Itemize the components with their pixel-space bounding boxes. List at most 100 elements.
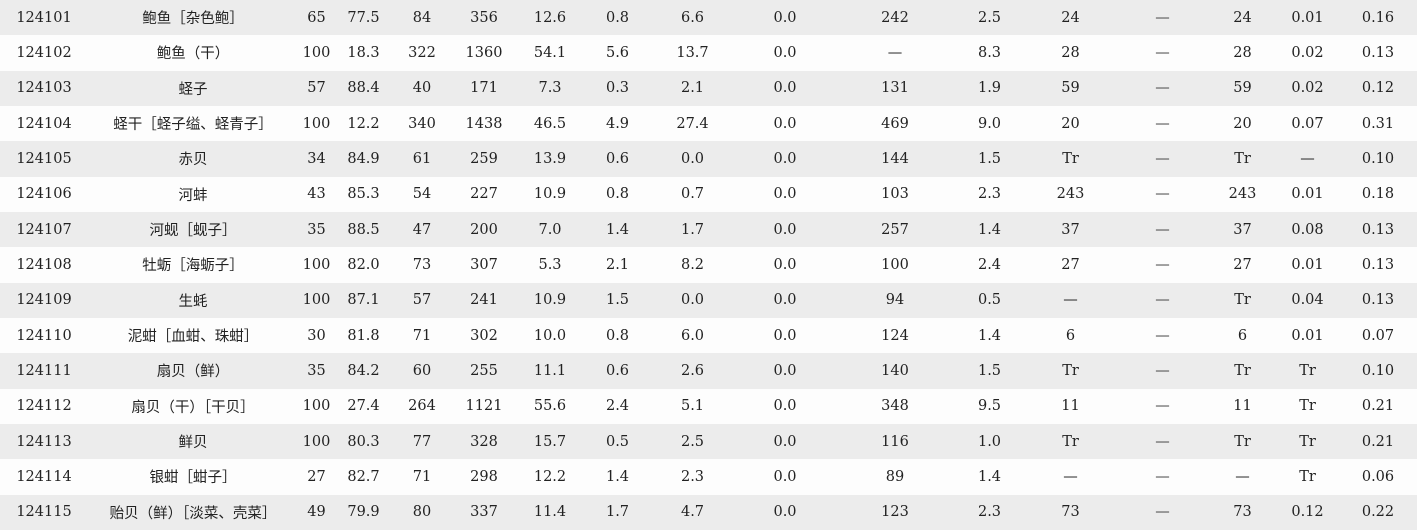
cell-kcal: 73 [412,256,432,273]
cell-protein: 10.9 [533,292,567,309]
table-row: 124101 鲍鱼［杂色鲍］ 65 77.5 84 356 12.6 0.8 6.6 0.0 242… [0,0,1417,36]
cell-code: 124110 [16,327,72,344]
cell-kcal: 60 [412,362,432,379]
cell-fiber: 0.0 [773,398,797,415]
cell-thiamin: 0.12 [1291,504,1324,521]
cell-fiber: 0.0 [773,292,797,309]
cell-fiber: 0.0 [773,44,797,61]
cell-water: 82.7 [347,468,380,485]
cell-chol: 242 [881,9,909,26]
cell-fiber: 0.0 [773,433,797,450]
cell-thiamin: 0.01 [1291,327,1324,344]
cell-edible: 43 [307,186,326,203]
cell-chol: 131 [881,80,909,97]
cell-protein: 13.9 [533,150,567,167]
cell-protein: 12.6 [533,9,567,26]
cell-protein: 11.1 [533,362,567,379]
cell-fat: 2.4 [605,398,630,415]
cell-vitA: — [1063,468,1078,485]
cell-name: 泥蚶［血蚶、珠蚶］ [127,329,259,346]
cell-ash: 8.3 [977,44,1002,61]
table-row: 124112 扇贝（干）［干贝］ 100 27.4 264 1121 55.6 2.4 5.1 0… [0,389,1417,424]
cell-chol: 140 [881,362,909,379]
cell-protein: 10.0 [533,327,567,344]
cell-kcal: 340 [408,115,436,132]
cell-retinol: Tr [1234,150,1251,167]
cell-carotene: — [1155,150,1170,167]
cell-ash: 2.3 [977,504,1002,521]
cell-thiamin: — [1300,150,1315,167]
cell-code: 124105 [16,150,72,167]
cell-protein: 15.7 [533,433,567,450]
cell-water: 80.3 [347,433,380,450]
cell-water: 27.4 [347,398,380,415]
cell-ribo: 0.18 [1361,186,1395,203]
cell-chol: 100 [881,256,909,273]
cell-edible: 100 [302,433,331,450]
cell-fat: 2.1 [605,256,630,273]
cell-code: 124107 [16,221,72,238]
table-row: 124111 扇贝（鲜） 35 84.2 60 255 11.1 0.6 2.6 0.0 140 1.… [0,353,1417,389]
cell-edible: 100 [302,292,331,309]
cell-ash: 0.5 [977,292,1002,309]
cell-fat: 1.5 [605,292,630,309]
cell-name: 鲜贝 [178,435,208,452]
cell-carotene: — [1155,221,1170,238]
cell-carb: 0.7 [680,186,705,203]
cell-edible: 65 [307,9,326,26]
cell-carb: 5.1 [680,398,705,415]
cell-chol: 89 [885,468,905,485]
cell-thiamin: 0.04 [1291,292,1324,309]
cell-ash: 1.5 [977,150,1002,167]
cell-ribo: 0.13 [1361,44,1395,61]
cell-vitA: Tr [1062,362,1079,379]
cell-name: 扇贝（干）［干贝］ [131,399,255,416]
cell-fat: 1.4 [605,221,630,238]
cell-ribo: 0.21 [1361,433,1395,450]
cell-vitA: Tr [1062,150,1079,167]
cell-carb: 2.3 [680,468,705,485]
cell-fat: 0.8 [605,327,630,344]
cell-name: 蛏干［蛏子缢、蛏青子］ [113,117,273,134]
cell-name: 牡蛎［海蛎子］ [142,258,244,275]
cell-fiber: 0.0 [773,9,797,26]
cell-carotene: — [1155,433,1170,450]
cell-edible: 100 [302,398,331,415]
cell-thiamin: Tr [1299,468,1316,485]
cell-fiber: 0.0 [773,150,797,167]
cell-ash: 1.5 [977,362,1002,379]
cell-fat: 0.8 [605,186,630,203]
cell-fiber: 0.0 [773,362,797,379]
cell-water: 85.3 [347,186,380,203]
table-row: 124106 河蚌 43 85.3 54 227 10.9 0.8 0.7 0.0 103 2.3 24… [0,177,1417,212]
cell-carb: 2.5 [680,433,705,450]
cell-kcal: 47 [412,221,432,238]
table-row: 124102 鲍鱼（干） 100 18.3 322 1360 54.1 5.6 13.7 0.0 —… [0,35,1417,70]
cell-kj: 302 [470,327,498,344]
cell-retinol: 28 [1233,44,1252,61]
cell-ribo: 0.16 [1361,9,1395,26]
cell-chol: 144 [881,150,909,167]
cell-name: 扇贝（鲜） [156,364,230,381]
cell-code: 124111 [16,362,72,379]
cell-edible: 35 [307,362,326,379]
cell-edible: 100 [302,44,331,61]
cell-fat: 4.9 [605,115,630,132]
cell-chol: 103 [881,186,909,203]
cell-vitA: 6 [1065,327,1076,344]
cell-thiamin: 0.02 [1291,80,1324,97]
cell-name: 赤贝 [178,152,208,169]
cell-edible: 100 [302,115,331,132]
cell-kcal: 84 [412,9,432,26]
cell-edible: 57 [307,80,326,97]
cell-water: 88.5 [347,221,380,238]
cell-kj: 1438 [465,115,503,132]
cell-name: 鲍鱼（干） [156,46,230,63]
cell-kj: 1360 [465,44,503,61]
cell-vitA: 20 [1061,115,1080,132]
cell-vitA: 37 [1061,221,1080,238]
cell-water: 79.9 [347,504,380,521]
cell-carb: 27.4 [676,115,709,132]
